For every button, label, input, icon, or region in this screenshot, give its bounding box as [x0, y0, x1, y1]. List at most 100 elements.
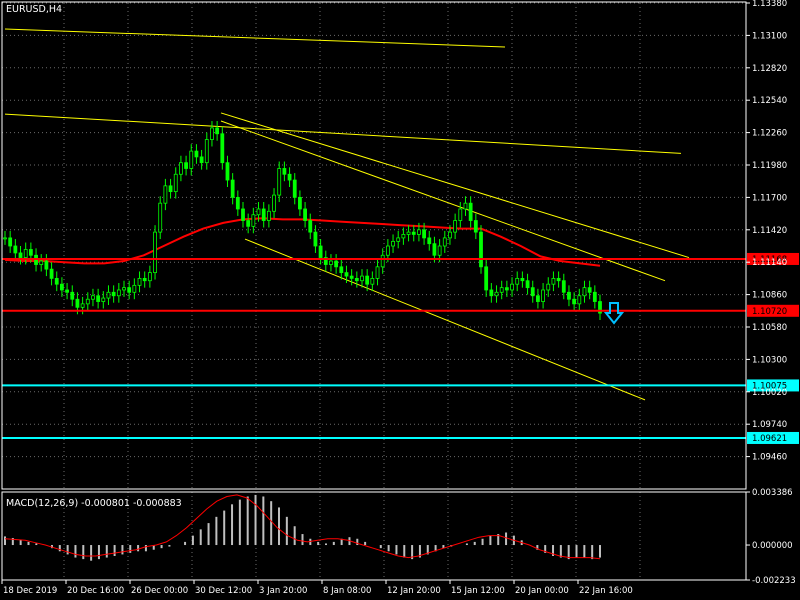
trendline[interactable] [220, 112, 690, 259]
candle-body [163, 185, 168, 204]
trendline[interactable] [220, 120, 666, 282]
candle-body [18, 252, 23, 258]
time-tick-label: 30 Dec 12:00 [195, 586, 252, 596]
candle-body [230, 179, 235, 198]
candle-body [256, 208, 261, 216]
candle-body [385, 245, 390, 256]
time-tick-label: 12 Jan 20:00 [387, 586, 441, 596]
candle-body [520, 277, 525, 282]
candle-body [479, 231, 483, 268]
price-level-tag [747, 431, 799, 444]
price-tick-label: 1.09460 [752, 453, 787, 463]
candle-body [111, 291, 116, 297]
time-axis[interactable]: 18 Dec 2019 20 Dec 16:00 26 Dec 00:00 30 De… [1, 580, 633, 596]
candle-body [298, 196, 302, 210]
candle-body [329, 260, 333, 265]
price-pane-frame [1, 1, 747, 490]
chart-frames [1, 1, 747, 581]
chart-title: EURUSD,H4 [6, 4, 62, 15]
candle-body [360, 275, 364, 282]
candle-body [437, 245, 442, 256]
candle-body [556, 277, 561, 282]
candle-body [39, 260, 44, 265]
candle-body [49, 268, 54, 279]
macd-axis: 0.003386 0.000000 -0.002233 [746, 488, 796, 586]
trendline[interactable] [4, 113, 682, 154]
macd-tick-label: 0.000000 [752, 541, 793, 551]
candle-body [215, 127, 220, 135]
price-tick-label: 1.12540 [752, 96, 787, 106]
candle-body [158, 202, 163, 233]
candle-body [442, 237, 447, 247]
candle-body [577, 295, 582, 305]
price-tick-label: 1.10580 [752, 323, 787, 333]
candle-body [266, 210, 271, 221]
macd-signal-line [4, 494, 601, 560]
price-tick-label: 1.13100 [752, 31, 787, 41]
candle-body [541, 289, 545, 302]
candle-body [287, 173, 292, 181]
candle-body [60, 283, 64, 291]
trendline[interactable] [244, 238, 646, 401]
candle-body [127, 287, 132, 293]
candle-body [468, 202, 473, 221]
candle-body [344, 272, 349, 277]
candle-body [572, 298, 577, 305]
candle-body [318, 245, 323, 258]
price-tick-label: 1.10860 [752, 291, 787, 301]
candle-body [401, 234, 406, 239]
macd-title: MACD(12,26,9) -0.000801 -0.000883 [6, 498, 182, 509]
price-level-label: 1.11168 [752, 255, 787, 265]
candle-body [339, 266, 344, 274]
candle-body [308, 220, 313, 233]
candle-body [147, 272, 152, 282]
candle-body [417, 229, 421, 235]
candle-body [70, 291, 75, 300]
candle-body [85, 298, 90, 305]
candle-body [101, 297, 106, 302]
price-axis[interactable]: 1.13380 1.13100 1.12820 1.12540 1.12260 1.119… [746, 0, 787, 463]
candle-body [303, 208, 307, 221]
candle-body [116, 289, 121, 297]
candle-body [251, 214, 256, 227]
candle-body [411, 231, 416, 235]
time-tick-label: 22 Jan 16:00 [579, 586, 633, 596]
candle-body [184, 162, 188, 169]
candle-body [13, 245, 18, 254]
candle-body [432, 243, 437, 256]
price-tick-label: 1.10300 [752, 355, 787, 365]
candle-body [54, 277, 59, 285]
trendlines[interactable] [4, 28, 690, 401]
candle-body [582, 287, 587, 297]
macd-tick-label: -0.002233 [752, 576, 796, 586]
candle-body [510, 283, 514, 291]
candle-body [132, 284, 137, 293]
price-tick-label: 1.12820 [752, 64, 787, 74]
trendline[interactable] [4, 28, 506, 48]
candle-body [349, 275, 354, 279]
time-tick-label: 18 Dec 2019 [3, 586, 57, 596]
candle-body [106, 291, 111, 299]
candle-body [380, 254, 385, 268]
candle-body [225, 162, 230, 181]
price-tick-label: 1.11980 [752, 161, 787, 171]
time-tick-label: 3 Jan 20:00 [259, 586, 307, 596]
candle-body [323, 257, 328, 265]
candle-body [448, 231, 452, 239]
candle-body [525, 280, 530, 289]
candle-body [282, 168, 287, 175]
candle-body [153, 231, 157, 274]
time-tick-label: 20 Dec 16:00 [67, 586, 124, 596]
candle-body [235, 196, 240, 210]
candle-body [122, 287, 126, 291]
price-levels[interactable]: 1.11168 1.10720 1.10075 1.09621 [2, 252, 799, 444]
candle-body [391, 240, 395, 247]
price-tick-label: 1.13380 [752, 0, 787, 9]
candle-body [220, 133, 225, 164]
candle-body [23, 249, 28, 258]
macd-pane-frame [1, 491, 747, 581]
macd-signal [4, 494, 601, 560]
candle-body [199, 156, 204, 164]
candle-body [504, 287, 509, 291]
